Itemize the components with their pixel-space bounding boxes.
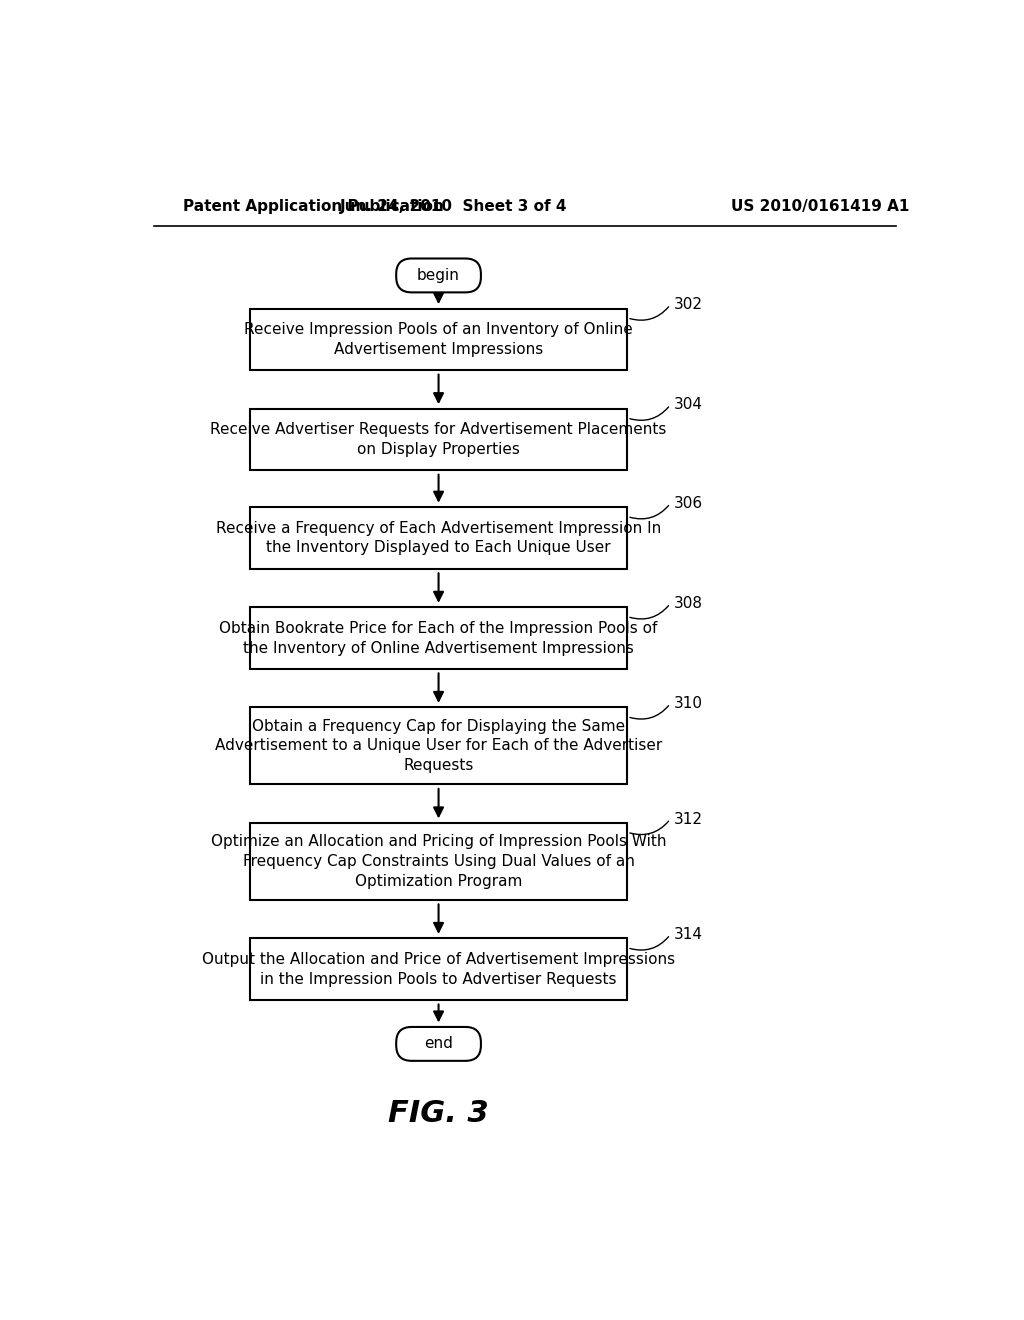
Text: Receive Impression Pools of an Inventory of Online
Advertisement Impressions: Receive Impression Pools of an Inventory… (244, 322, 633, 356)
Text: 308: 308 (674, 595, 702, 611)
FancyBboxPatch shape (250, 708, 628, 784)
FancyBboxPatch shape (396, 259, 481, 293)
FancyBboxPatch shape (250, 822, 628, 900)
Text: Receive Advertiser Requests for Advertisement Placements
on Display Properties: Receive Advertiser Requests for Advertis… (210, 422, 667, 457)
FancyBboxPatch shape (396, 1027, 481, 1061)
Text: Optimize an Allocation and Pricing of Impression Pools With
Frequency Cap Constr: Optimize an Allocation and Pricing of Im… (211, 834, 667, 888)
Text: 302: 302 (674, 297, 702, 313)
Text: Obtain Bookrate Price for Each of the Impression Pools of
the Inventory of Onlin: Obtain Bookrate Price for Each of the Im… (219, 620, 657, 656)
Text: Jun. 24, 2010  Sheet 3 of 4: Jun. 24, 2010 Sheet 3 of 4 (340, 198, 567, 214)
Text: 304: 304 (674, 397, 702, 412)
FancyBboxPatch shape (250, 607, 628, 669)
Text: begin: begin (417, 268, 460, 282)
Text: Receive a Frequency of Each Advertisement Impression In
the Inventory Displayed : Receive a Frequency of Each Advertisemen… (216, 520, 662, 556)
FancyBboxPatch shape (250, 507, 628, 569)
FancyBboxPatch shape (250, 939, 628, 1001)
Text: Obtain a Frequency Cap for Displaying the Same
Advertisement to a Unique User fo: Obtain a Frequency Cap for Displaying th… (215, 718, 663, 774)
Text: 314: 314 (674, 927, 702, 942)
Text: Output the Allocation and Price of Advertisement Impressions
in the Impression P: Output the Allocation and Price of Adver… (202, 952, 675, 986)
Text: 306: 306 (674, 496, 702, 511)
FancyBboxPatch shape (250, 409, 628, 470)
Text: end: end (424, 1036, 453, 1052)
FancyBboxPatch shape (250, 309, 628, 370)
Text: FIG. 3: FIG. 3 (388, 1098, 488, 1127)
Text: Patent Application Publication: Patent Application Publication (183, 198, 443, 214)
Text: US 2010/0161419 A1: US 2010/0161419 A1 (731, 198, 909, 214)
Text: 310: 310 (674, 696, 702, 711)
Text: 312: 312 (674, 812, 702, 826)
